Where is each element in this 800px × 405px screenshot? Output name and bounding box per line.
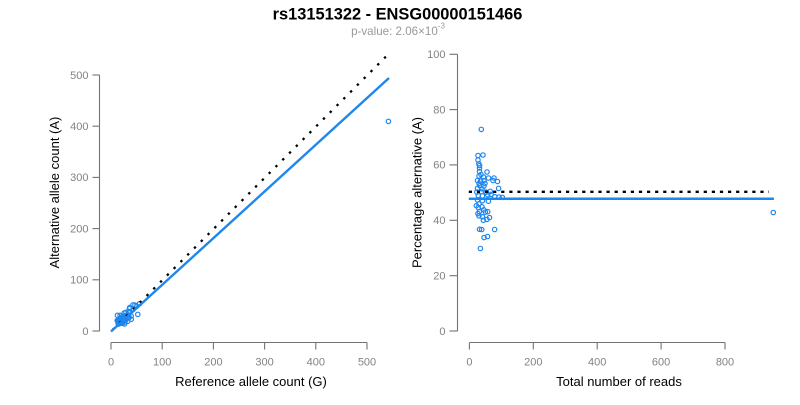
svg-text:Alternative allele count (A): Alternative allele count (A) bbox=[47, 117, 62, 269]
svg-text:600: 600 bbox=[652, 357, 670, 369]
svg-text:20: 20 bbox=[433, 271, 445, 283]
svg-text:60: 60 bbox=[433, 160, 445, 172]
svg-text:200: 200 bbox=[524, 357, 542, 369]
svg-text:400: 400 bbox=[70, 121, 88, 133]
svg-text:200: 200 bbox=[204, 357, 222, 369]
svg-text:500: 500 bbox=[70, 70, 88, 82]
svg-text:0: 0 bbox=[466, 357, 472, 369]
svg-text:0: 0 bbox=[108, 357, 114, 369]
svg-text:Percentage alternative (A): Percentage alternative (A) bbox=[410, 117, 425, 268]
svg-text:400: 400 bbox=[307, 357, 325, 369]
svg-text:0: 0 bbox=[439, 326, 445, 338]
svg-text:300: 300 bbox=[70, 172, 88, 184]
svg-text:300: 300 bbox=[255, 357, 273, 369]
svg-text:400: 400 bbox=[588, 357, 606, 369]
svg-text:100: 100 bbox=[153, 357, 171, 369]
svg-text:rs13151322 - ENSG00000151466: rs13151322 - ENSG00000151466 bbox=[273, 6, 523, 24]
svg-text:40: 40 bbox=[433, 215, 445, 227]
svg-text:800: 800 bbox=[716, 357, 734, 369]
svg-text:100: 100 bbox=[70, 275, 88, 287]
svg-text:200: 200 bbox=[70, 223, 88, 235]
svg-text:0: 0 bbox=[82, 326, 88, 338]
svg-text:p-value: 2.06×10-3: p-value: 2.06×10-3 bbox=[351, 22, 445, 39]
svg-text:Reference allele count (G): Reference allele count (G) bbox=[175, 374, 327, 389]
svg-text:100: 100 bbox=[427, 49, 445, 61]
svg-text:Total number of reads: Total number of reads bbox=[556, 374, 682, 389]
svg-text:80: 80 bbox=[433, 104, 445, 116]
svg-text:500: 500 bbox=[358, 357, 376, 369]
